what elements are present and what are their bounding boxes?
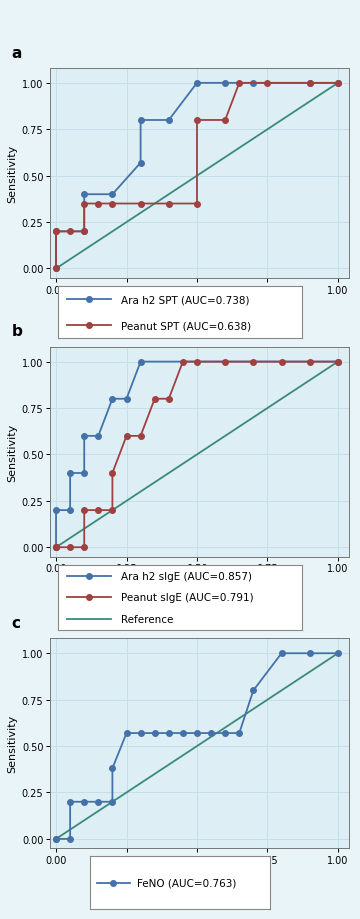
Text: Peanut sIgE (AUC=0.791): Peanut sIgE (AUC=0.791): [121, 593, 254, 603]
Text: FeNO (AUC=0.763): FeNO (AUC=0.763): [137, 878, 236, 888]
Text: Ara h2 sIgE (AUC=0.857): Ara h2 sIgE (AUC=0.857): [121, 571, 252, 581]
X-axis label: 1 - Specificity: 1 - Specificity: [162, 869, 238, 879]
Text: b: b: [12, 324, 22, 339]
Text: c: c: [12, 616, 21, 630]
Y-axis label: Sensitivity: Sensitivity: [8, 423, 18, 482]
X-axis label: 1-Specificity: 1-Specificity: [166, 578, 234, 588]
X-axis label: 1-Specificity: 1-Specificity: [166, 300, 234, 310]
Text: Peanut SPT (AUC=0.638): Peanut SPT (AUC=0.638): [121, 321, 251, 331]
Y-axis label: Sensitivity: Sensitivity: [8, 714, 18, 773]
Y-axis label: Sensitivity: Sensitivity: [8, 144, 18, 203]
Text: Ara h2 SPT (AUC=0.738): Ara h2 SPT (AUC=0.738): [121, 295, 250, 305]
Text: a: a: [12, 46, 22, 61]
Text: Reference: Reference: [121, 615, 174, 625]
